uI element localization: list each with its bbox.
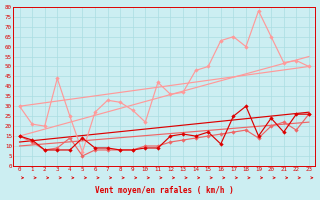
X-axis label: Vent moyen/en rafales ( km/h ): Vent moyen/en rafales ( km/h ) — [95, 186, 234, 195]
